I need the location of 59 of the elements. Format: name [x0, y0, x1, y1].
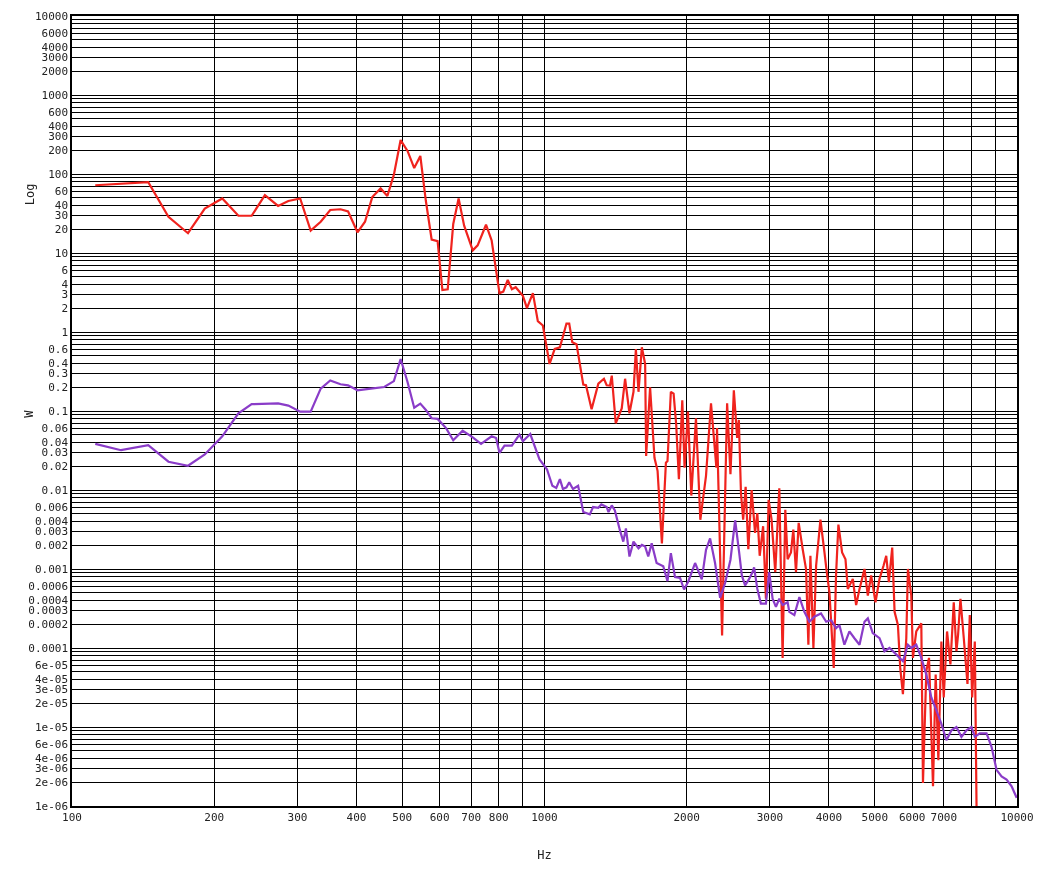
text: W — [22, 409, 37, 418]
y-tick-label: 0.0006 — [28, 580, 69, 594]
y-tick-label: 0.001 — [34, 562, 69, 576]
y-tick-label: 300 — [48, 130, 69, 144]
y-tick-label: 1 — [61, 325, 69, 339]
y-tick-label: 0.006 — [34, 501, 69, 515]
y-tick-label: 3e-06 — [34, 762, 69, 776]
y-tick-label: 100 — [48, 167, 69, 181]
x-tick-label: 6000 — [898, 810, 926, 824]
y-tick-label: 0.01 — [41, 483, 69, 497]
y-tick-label: 0.6 — [48, 343, 69, 357]
y-axis-title: Log — [22, 183, 37, 206]
y-tick-label: 0.0003 — [28, 604, 69, 618]
x-tick-label: 800 — [488, 810, 509, 824]
y-tick-label: 6000 — [41, 27, 69, 41]
y-tick-label: 3e-05 — [34, 683, 69, 697]
x-tick-label: 200 — [204, 810, 225, 824]
x-tick-label: 600 — [429, 810, 450, 824]
y-tick-label: 0.3 — [48, 367, 69, 381]
y-tick-label: 10 — [54, 246, 69, 260]
y-tick-label: 2e-05 — [34, 697, 69, 711]
y-tick-label: 2e-06 — [34, 776, 69, 790]
y-tick-label: 6e-05 — [34, 659, 69, 673]
y-tick-label: 1000 — [41, 88, 69, 102]
y-tick-label: 2000 — [41, 65, 69, 79]
x-tick-label: 1000 — [531, 810, 558, 824]
x-tick-label: 7000 — [930, 810, 958, 824]
y-tick-label: 6e-06 — [34, 738, 69, 752]
y-tick-label: 1e-06 — [34, 799, 69, 813]
y-tick-label: 30 — [54, 209, 69, 223]
y-tick-label: 0.0001 — [28, 641, 69, 655]
x-tick-label: 5000 — [861, 810, 889, 824]
x-tick-label: 10000 — [1000, 810, 1034, 824]
y-tick-label: 60 — [54, 185, 69, 199]
x-tick-label: 2000 — [673, 810, 700, 824]
y-tick-label: 10000 — [34, 9, 69, 23]
y-tick-label: 2 — [61, 302, 69, 316]
x-tick-label: 4000 — [815, 810, 843, 824]
y-tick-label: 0.1 — [48, 404, 69, 418]
x-axis-title: Hz — [537, 848, 552, 863]
y-tick-label: 600 — [48, 106, 69, 120]
x-tick-label: 700 — [461, 810, 482, 824]
y-tick-label: 0.2 — [48, 381, 69, 395]
x-tick-label: 400 — [346, 810, 367, 824]
y-tick-label: 6 — [61, 264, 69, 278]
y-tick-label: 0.003 — [34, 525, 69, 539]
y-tick-label: 0.02 — [41, 460, 69, 474]
y-tick-label: 20 — [54, 223, 69, 237]
y-tick-label: 0.002 — [34, 539, 69, 553]
y-tick-label: 200 — [48, 144, 69, 158]
y-tick-label: 0.03 — [41, 446, 69, 460]
y-tick-label: 1e-05 — [34, 720, 69, 734]
y-tick-label: 3 — [61, 288, 69, 302]
x-tick-label: 500 — [392, 810, 413, 824]
x-tick-label: 3000 — [756, 810, 784, 824]
y-tick-label: 0.06 — [41, 422, 69, 436]
x-tick-label: 300 — [287, 810, 308, 824]
y-tick-label: 0.0002 — [28, 618, 69, 632]
y-tick-label: 3000 — [41, 51, 69, 65]
